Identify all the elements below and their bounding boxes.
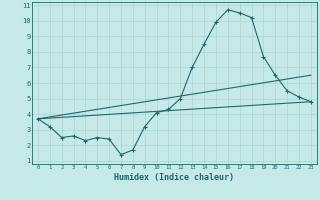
X-axis label: Humidex (Indice chaleur): Humidex (Indice chaleur) [115,173,234,182]
